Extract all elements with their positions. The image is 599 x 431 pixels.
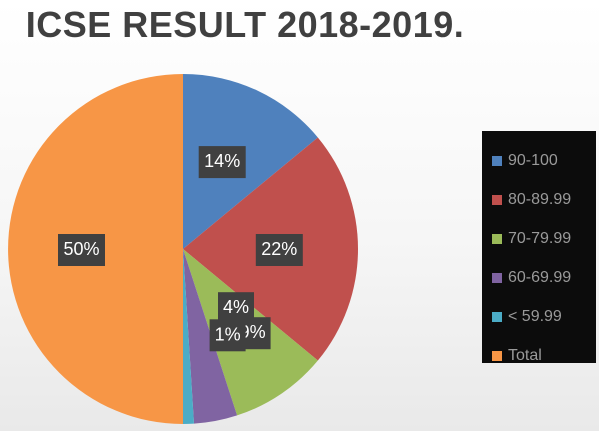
data-label-3: 4% [218,292,254,325]
legend-swatch [492,233,502,244]
legend-swatch [492,194,502,205]
data-label-5: 50% [58,234,105,266]
data-label-0: 14% [198,146,246,179]
legend-swatch [492,350,502,361]
legend-item: 70-79.99 [482,219,596,258]
svg-text:9%: 9% [240,322,266,342]
chart-title: ICSE RESULT 2018-2019. [25,4,465,45]
data-label-1: 22% [255,234,303,266]
legend-swatch [492,311,502,322]
pie-slice-90-100 [183,74,318,249]
legend-label: 80-89.99 [508,190,572,208]
legend-item: < 59.99 [482,297,596,336]
svg-text:14%: 14% [204,151,240,171]
legend-item: 60-69.99 [482,258,596,297]
chart-legend: 90-100 80-89.99 70-79.99 60-69.99 < 59.99 Tot… [482,131,596,364]
svg-text:1%: 1% [215,324,241,344]
pie-slice-59-99 [183,249,194,424]
legend-item: Total [482,336,596,375]
legend-label: 60-69.99 [508,268,572,286]
legend-label: 70-79.99 [508,229,572,247]
legend-item: 80-89.99 [482,180,596,219]
legend-label: Total [508,346,542,364]
svg-text:4%: 4% [223,297,249,317]
svg-text:50%: 50% [63,239,99,259]
legend-label: < 59.99 [508,307,562,325]
legend-item: 90-100 [482,141,596,180]
data-label-4: 1% [209,319,246,352]
legend-swatch [492,272,502,283]
legend-label: 90-100 [508,151,558,169]
legend-swatch [492,155,502,166]
svg-text:22%: 22% [261,239,297,259]
